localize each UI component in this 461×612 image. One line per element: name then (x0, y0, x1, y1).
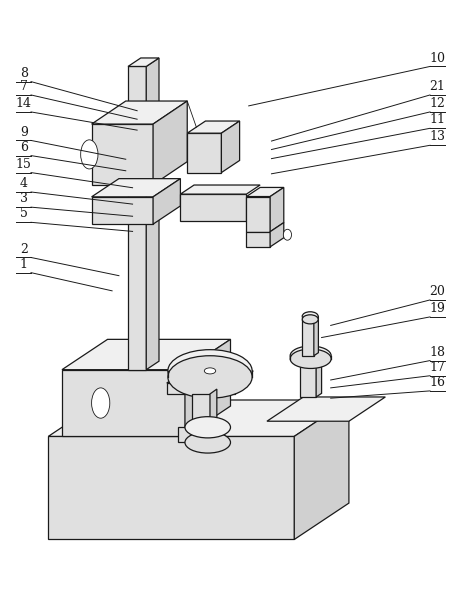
Text: 11: 11 (429, 113, 445, 127)
Ellipse shape (302, 312, 318, 321)
Polygon shape (48, 436, 294, 540)
Polygon shape (270, 223, 284, 247)
Polygon shape (153, 179, 180, 224)
Text: 9: 9 (20, 125, 28, 139)
Ellipse shape (290, 346, 331, 365)
Polygon shape (92, 124, 153, 185)
Polygon shape (185, 340, 230, 436)
Polygon shape (128, 58, 159, 67)
Polygon shape (316, 357, 322, 397)
Polygon shape (187, 121, 240, 133)
Text: 13: 13 (429, 130, 445, 143)
Polygon shape (270, 187, 284, 232)
Text: 4: 4 (20, 177, 28, 190)
Polygon shape (267, 397, 385, 421)
Polygon shape (92, 197, 153, 224)
Polygon shape (302, 319, 314, 356)
Text: 8: 8 (20, 67, 28, 80)
Text: 21: 21 (429, 80, 445, 93)
Polygon shape (62, 340, 230, 370)
Text: 19: 19 (429, 302, 445, 315)
Text: 2: 2 (20, 243, 28, 256)
Ellipse shape (284, 230, 291, 240)
Polygon shape (178, 427, 224, 442)
Ellipse shape (185, 417, 230, 438)
Ellipse shape (168, 349, 252, 392)
Polygon shape (48, 400, 349, 436)
Ellipse shape (290, 349, 331, 368)
Ellipse shape (302, 315, 318, 324)
Polygon shape (300, 360, 316, 397)
Polygon shape (167, 371, 253, 383)
Ellipse shape (168, 356, 252, 398)
Polygon shape (314, 316, 319, 356)
Polygon shape (153, 101, 187, 185)
Ellipse shape (92, 388, 110, 418)
Polygon shape (167, 383, 235, 394)
Text: 18: 18 (429, 346, 445, 359)
Text: 16: 16 (429, 376, 445, 389)
Polygon shape (294, 400, 349, 540)
Polygon shape (146, 58, 159, 370)
Ellipse shape (81, 140, 98, 169)
Polygon shape (247, 196, 270, 232)
Polygon shape (180, 185, 260, 194)
Polygon shape (247, 187, 284, 196)
Text: 17: 17 (429, 361, 445, 374)
Polygon shape (92, 101, 187, 124)
Text: 12: 12 (429, 97, 445, 110)
Text: 5: 5 (20, 207, 28, 220)
Text: 6: 6 (20, 141, 28, 154)
Polygon shape (210, 389, 217, 427)
Polygon shape (247, 232, 270, 247)
Polygon shape (187, 133, 221, 173)
Ellipse shape (185, 432, 230, 453)
Text: 7: 7 (20, 80, 28, 93)
Text: 14: 14 (16, 97, 32, 110)
Text: 20: 20 (429, 285, 445, 298)
Polygon shape (180, 194, 247, 221)
Polygon shape (192, 394, 210, 427)
Text: 10: 10 (429, 51, 445, 65)
Text: 1: 1 (20, 258, 28, 271)
Text: 3: 3 (20, 192, 28, 206)
Polygon shape (62, 370, 185, 436)
Text: 15: 15 (16, 158, 32, 171)
Polygon shape (92, 179, 180, 197)
Polygon shape (128, 67, 146, 370)
Ellipse shape (204, 368, 216, 374)
Polygon shape (221, 121, 240, 173)
